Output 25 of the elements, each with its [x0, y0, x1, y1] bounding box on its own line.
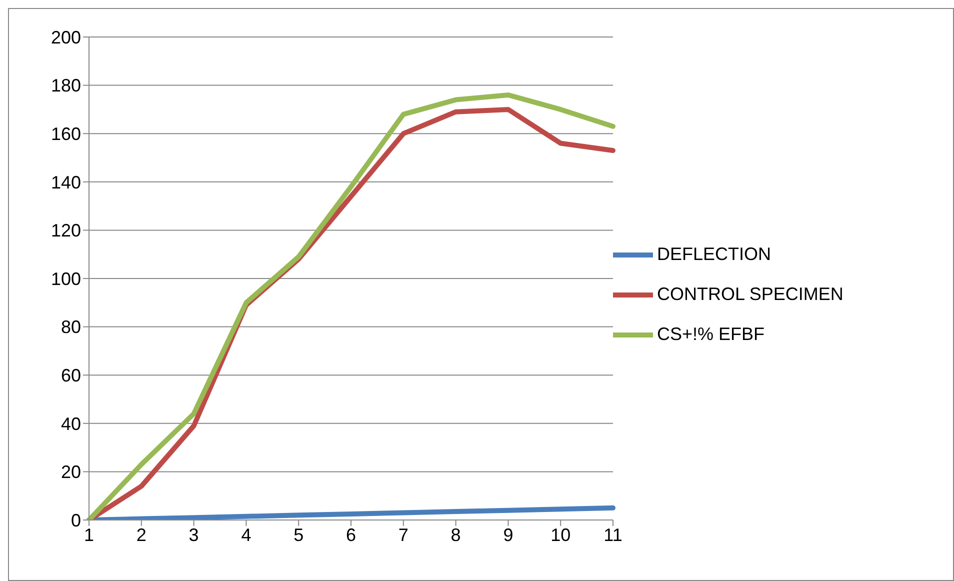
legend-label: CONTROL SPECIMEN	[657, 283, 844, 304]
y-tick-label: 160	[50, 124, 81, 144]
x-tick-label: 4	[241, 524, 252, 545]
y-tick-label: 0	[70, 510, 81, 530]
y-tick-label: 20	[60, 462, 81, 482]
x-tick-label: 8	[450, 524, 461, 545]
y-tick-label: 100	[50, 268, 81, 289]
x-tick-label: 10	[550, 524, 571, 545]
y-tick-label: 40	[60, 414, 81, 434]
y-tick-label: 180	[50, 76, 81, 96]
y-tick-label: 200	[50, 27, 81, 48]
y-tick-label: 120	[50, 220, 81, 241]
x-tick-label: 9	[503, 524, 514, 545]
x-tick-label: 7	[398, 524, 408, 545]
x-tick-label: 5	[294, 524, 304, 545]
y-tick-label: 80	[60, 317, 81, 338]
legend-label: DEFLECTION	[657, 243, 772, 264]
x-tick-label: 2	[136, 524, 146, 545]
x-tick-label: 3	[188, 524, 199, 545]
y-tick-label: 140	[50, 172, 81, 192]
x-tick-label: 1	[84, 524, 94, 545]
x-tick-label: 6	[346, 524, 356, 545]
x-tick-label: 11	[604, 524, 622, 545]
legend-label: CS+!% EFBF	[657, 323, 765, 344]
y-tick-label: 60	[60, 365, 81, 386]
